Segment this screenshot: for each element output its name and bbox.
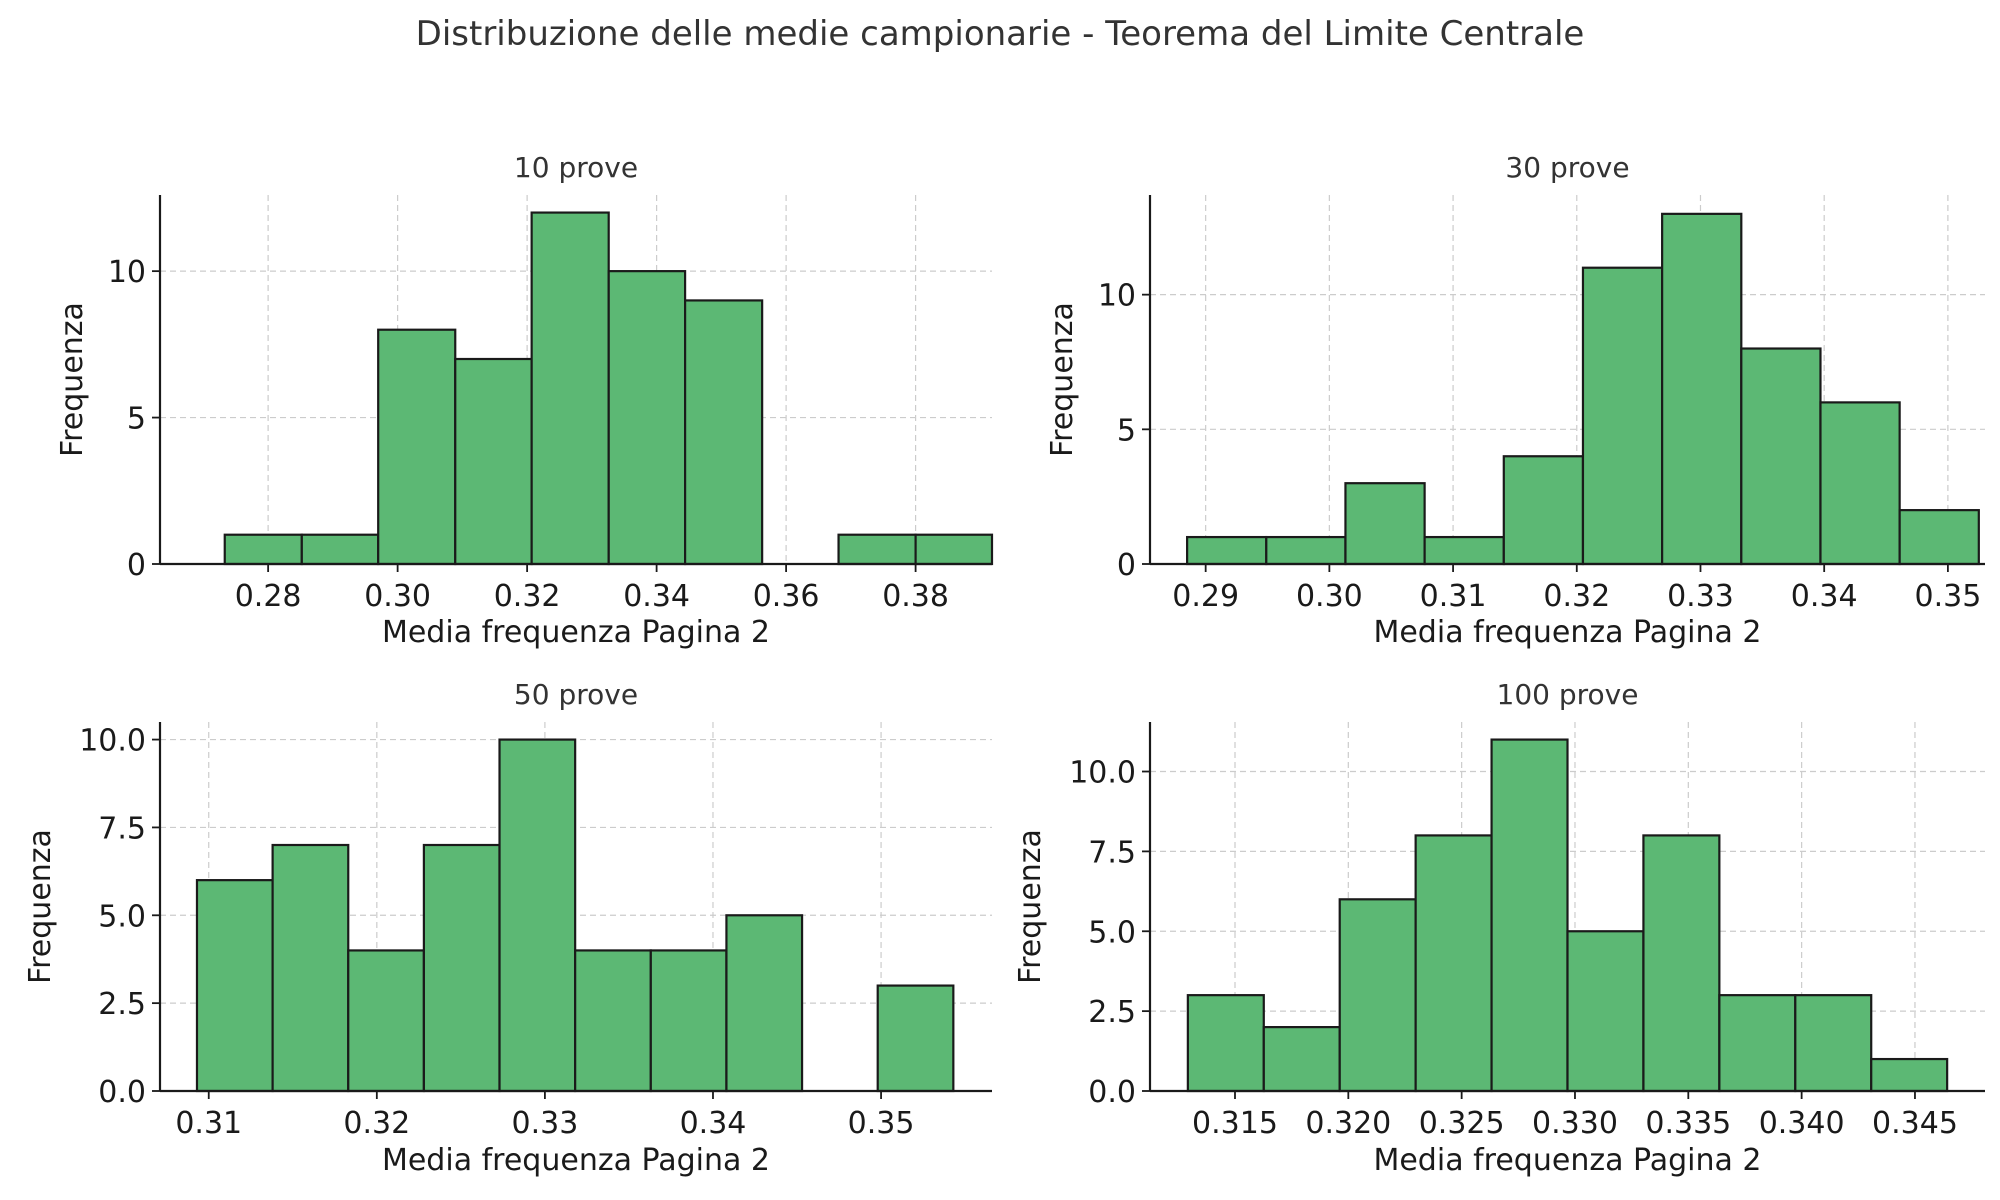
y-tick-label: 0.0 [1088,1075,1136,1110]
histogram-bar [195,879,274,1093]
x-tick-label: 0.31 [1420,579,1487,614]
histogram-bar [1338,898,1417,1093]
x-tick-label: 0.29 [1172,579,1239,614]
y-tick-label: 5.0 [1088,915,1136,950]
histogram-bar [1566,930,1645,1093]
x-tick-label: 0.345 [1872,1106,1958,1141]
y-tick-label: 0 [1117,548,1136,583]
x-tick-label: 0.32 [343,1106,410,1141]
y-tick-label: 10 [108,255,146,290]
x-tick-label: 0.31 [175,1106,242,1141]
x-axis-label: Media frequenza Pagina 2 [382,615,770,650]
histogram-bar [1898,509,1980,566]
subplot-title: 10 prove [514,151,638,184]
histogram-bar [1642,834,1721,1093]
y-axis-label: Frequenza [1045,302,1080,457]
histogram-bar [347,949,425,1093]
subplot-3: 0.31 0.32 0.33 0.34 0.35 0.0 2.5 5.0 7.5 10.0 50 p… [23,678,992,1178]
histogram-bar [1740,347,1822,566]
histogram-bar [1186,535,1268,566]
x-tick-label: 0.36 [753,579,820,614]
histogram-bar [1423,535,1505,566]
histogram-bar [574,949,652,1093]
y-tick-label: 2.5 [98,987,146,1022]
x-tick-label: 0.30 [364,579,431,614]
x-tick-label: 0.34 [623,579,690,614]
histogram-bar [1819,401,1901,566]
subplot-title: 100 prove [1497,678,1639,711]
histogram-bar [1794,994,1873,1093]
y-tick-label: 2.5 [1088,995,1136,1030]
y-tick-label: 5.0 [98,899,146,934]
histogram-bar [300,533,380,566]
y-tick-label: 5 [1117,413,1136,448]
x-tick-label: 0.34 [1791,579,1858,614]
y-axis-label: Frequenza [23,829,58,984]
histogram-bar [1718,994,1797,1093]
histogram-bar [1490,738,1569,1093]
x-tick-label: 0.325 [1419,1106,1505,1141]
y-tick-label: 0 [127,548,146,583]
x-tick-label: 0.28 [235,579,302,614]
histogram-bar [649,949,728,1093]
histogram-bar [725,914,804,1093]
histogram-bar [377,328,457,566]
histogram-bar [876,984,955,1093]
histogram-bar [1661,212,1743,566]
subplot-2: 0.29 0.30 0.31 0.32 0.33 0.34 0.35 0 5 10 30 prove… [1045,151,1985,650]
figure-title: Distribuzione delle medie campionarie - … [415,14,1585,54]
histogram-bar [914,533,994,566]
y-tick-label: 10.0 [79,724,146,759]
histogram-bar [223,533,303,566]
y-tick-label: 0.0 [98,1075,146,1110]
histogram-bar [498,738,577,1093]
x-tick-label: 0.320 [1305,1106,1391,1141]
subplot-title: 30 prove [1505,151,1629,184]
x-tick-label: 0.335 [1645,1106,1731,1141]
x-axis-label: Media frequenza Pagina 2 [1373,615,1761,650]
histogram-bar [1414,834,1493,1093]
y-tick-label: 5 [127,402,146,437]
histogram-bar [837,533,917,566]
y-axis-label: Frequenza [1013,829,1048,984]
y-tick-label: 7.5 [98,811,146,846]
x-tick-label: 0.33 [1667,579,1734,614]
subplot-title: 50 prove [514,678,638,711]
y-tick-label: 7.5 [1088,835,1136,870]
y-tick-label: 10 [1098,279,1136,314]
histogram-bar [1344,482,1426,566]
histogram-bar [1186,994,1265,1093]
x-tick-label: 0.35 [848,1106,915,1141]
x-tick-label: 0.30 [1296,579,1363,614]
histogram-bar [1581,266,1664,566]
x-tick-label: 0.33 [512,1106,579,1141]
x-tick-label: 0.32 [494,579,561,614]
x-tick-label: 0.330 [1532,1106,1618,1141]
histogram-bar [271,843,350,1093]
histogram-bar [422,843,501,1093]
x-tick-label: 0.38 [882,579,949,614]
x-axis-label: Media frequenza Pagina 2 [1373,1143,1761,1178]
x-tick-label: 0.34 [680,1106,747,1141]
histogram-bar [1265,535,1347,566]
x-tick-label: 0.35 [1914,579,1981,614]
histogram-bar [1502,455,1585,566]
x-tick-label: 0.32 [1543,579,1610,614]
y-tick-label: 10.0 [1069,756,1136,791]
histogram-bar [1870,1057,1949,1093]
histogram-bar [683,299,764,566]
histogram-bar [1262,1026,1341,1093]
y-axis-label: Frequenza [55,302,90,457]
x-tick-label: 0.340 [1759,1106,1845,1141]
subplot-1: 0.28 0.30 0.32 0.34 0.36 0.38 0 5 10 10 prove Medi… [55,151,994,650]
subplot-4: 0.315 0.320 0.325 0.330 0.335 0.340 0.345 0.0 2.… [1013,678,1985,1178]
x-tick-label: 0.315 [1192,1106,1278,1141]
histogram-bar [530,211,610,566]
x-axis-label: Media frequenza Pagina 2 [382,1143,770,1178]
histogram-bar [607,270,687,566]
histogram-bar [454,357,533,566]
